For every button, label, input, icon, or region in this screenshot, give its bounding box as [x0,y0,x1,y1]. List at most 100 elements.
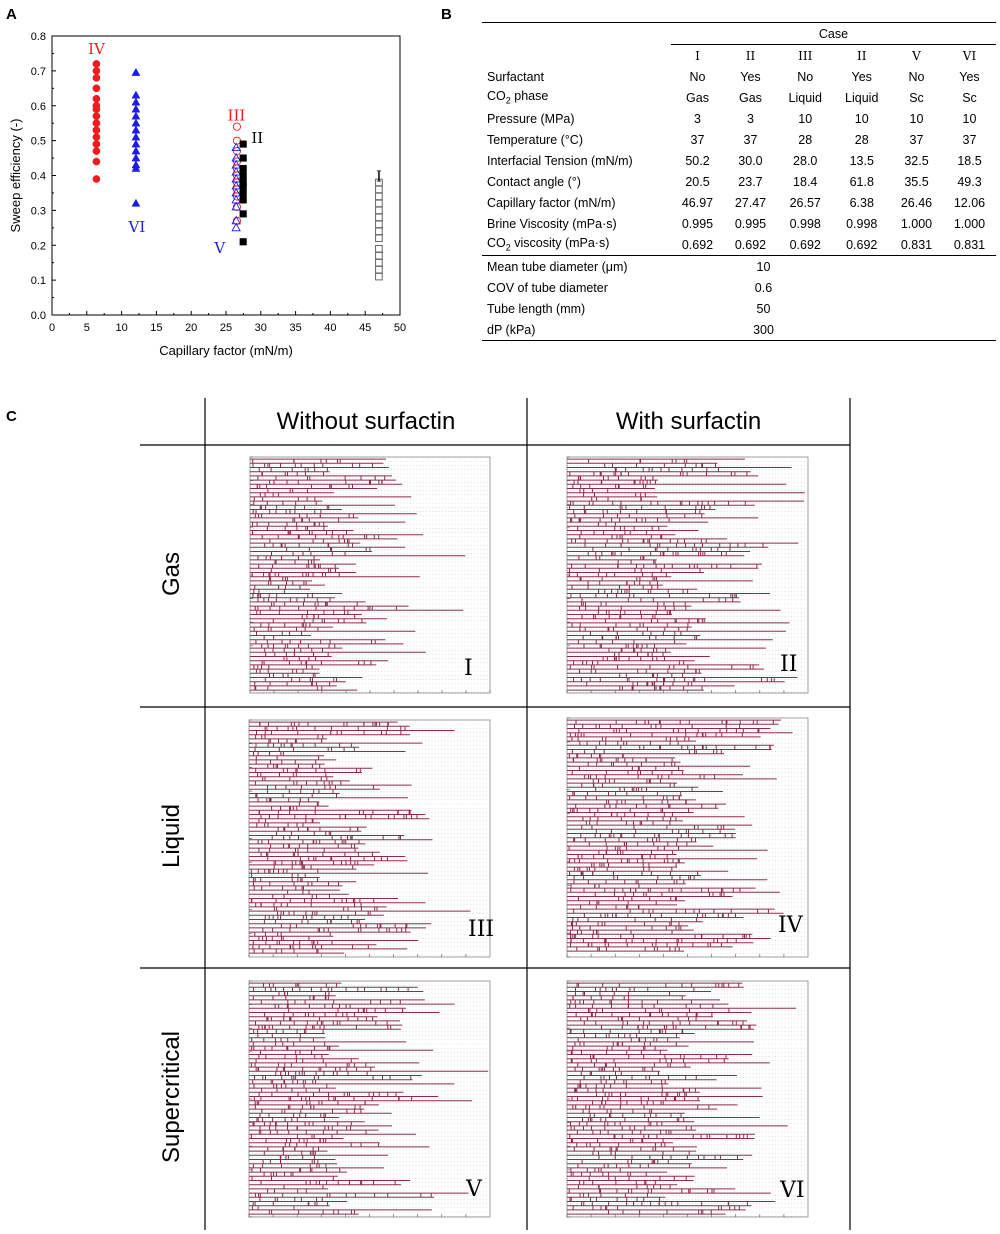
table-row: CO2 phase Gas Gas Liquid Liquid Sc Sc [482,87,996,108]
table-cell: 10 [798,111,813,126]
table-cell: 1.000 [953,216,986,231]
table-row: Contact angle (°) 20.5 23.7 18.4 61.8 35.5 49.… [482,171,996,192]
data-point [92,175,101,183]
label-part: 2 [505,242,511,253]
y-tick-label: 0.5 [31,136,46,148]
data-point [375,234,383,243]
y-tick-label: 0.6 [31,101,46,113]
table-cell: 32.5 [904,153,929,168]
row-label: dP (kPa) [482,319,671,341]
x-tick-label: 10 [115,322,127,334]
table-cell: 0.692 [846,237,878,252]
table-cell: 35.5 [904,174,929,189]
table-cell: 300 [671,319,996,341]
x-tick-label: 25 [220,322,232,334]
table-cell: 0.995 [734,216,767,231]
table-cell: 13.5 [849,153,874,168]
sweep-pattern-i [249,456,491,694]
sweep-pattern-vi [566,980,809,1218]
data-point [131,198,141,207]
table-row: CO2 viscosity (mPa·s) 0.692 0.692 0.692 0.69… [482,234,996,256]
data-point [239,196,247,204]
table-cell: 0.831 [900,237,933,252]
table-cell: 3 [747,111,754,126]
table-cell: 37 [962,132,977,147]
table-cell: 0.998 [789,216,821,231]
case-id: I [671,44,724,66]
data-point [232,122,241,131]
frame-ticks [566,456,785,693]
table-cell: No [797,69,814,84]
data-point [239,238,247,246]
table-cell: 37 [743,132,758,147]
y-tick-label: 0.7 [31,66,46,78]
y-tick-label: 0.3 [31,205,46,217]
co2-flow-paths [249,982,489,1215]
x-axis-label: Capillary factor (mN/m) [159,343,293,358]
table-cell: Liquid [845,90,879,105]
case-header: Case [671,22,996,45]
row-label: COV of tube diameter [487,280,608,295]
data-point [92,74,101,82]
label-part: phase [510,89,549,104]
table-cell: No [908,69,925,84]
series-label: VI [128,218,146,236]
data-point [131,163,141,172]
row-label: CO2 phase [482,87,671,108]
table-cell: 10 [854,111,869,126]
table-row: Interfacial Tension (mN/m) 50.2 30.0 28.0 13… [482,150,996,171]
x-tick-label: 30 [255,322,267,334]
table-cell: 10 [909,111,924,126]
table-cell: 49.3 [957,174,982,189]
co2-flow-paths [567,982,796,1215]
y-tick-label: 0.4 [31,171,46,183]
table-cell: 0.998 [846,216,878,231]
pore-network-frame [566,980,809,1218]
row-label: Pressure (MPa) [487,111,575,126]
table-cell: Sc [909,90,924,105]
sweep-pattern-v [248,980,491,1218]
table-cell: 0.995 [681,216,714,231]
table-cell: 10 [962,111,977,126]
co2-flow-paths [567,458,805,691]
co2-flow-paths [250,458,466,691]
row-label: Mean tube diameter (μm) [482,255,671,277]
case-id: V [890,44,943,66]
row-label: Brine Viscosity (mPa·s) [487,216,617,231]
co2-flow-paths [567,719,793,952]
frame-ticks [248,980,467,1218]
table-row: Tube length (mm) 50 [482,298,996,319]
data-point [239,140,247,148]
label-part: CO [487,89,506,104]
column-header-with-surfactin: With surfactin [615,408,762,435]
series-label: IV [88,40,106,58]
x-tick-label: 35 [289,322,301,334]
frame-ticks [566,717,785,958]
data-point [239,171,247,180]
row-label: Surfactant [487,69,544,84]
table-cell: 30.0 [738,153,763,168]
table-cell: 61.8 [849,174,874,189]
data-point [131,67,141,76]
table-cell: Yes [740,69,761,84]
table-cell: Yes [851,69,872,84]
data-point [92,157,101,166]
data-point [239,189,247,197]
row-label: CO2 viscosity (mPa·s) [482,234,671,256]
series-label: II [251,129,263,147]
table-cell: 28.0 [793,153,818,168]
table-cell: Yes [959,69,980,84]
table-cell: 6.38 [849,195,874,210]
series-label: V [213,239,226,257]
series-label: III [228,106,246,124]
data-point [239,154,247,162]
frame-ticks [248,719,467,957]
pore-network-frame [249,456,491,694]
table-cell: Gas [686,90,709,105]
row-label: Contact angle (°) [487,174,581,189]
table-cell: 0.6 [754,280,773,295]
sweep-pattern-ii [566,456,809,694]
table-cell: No [689,69,706,84]
case-label-vi: VI [780,1178,805,1203]
